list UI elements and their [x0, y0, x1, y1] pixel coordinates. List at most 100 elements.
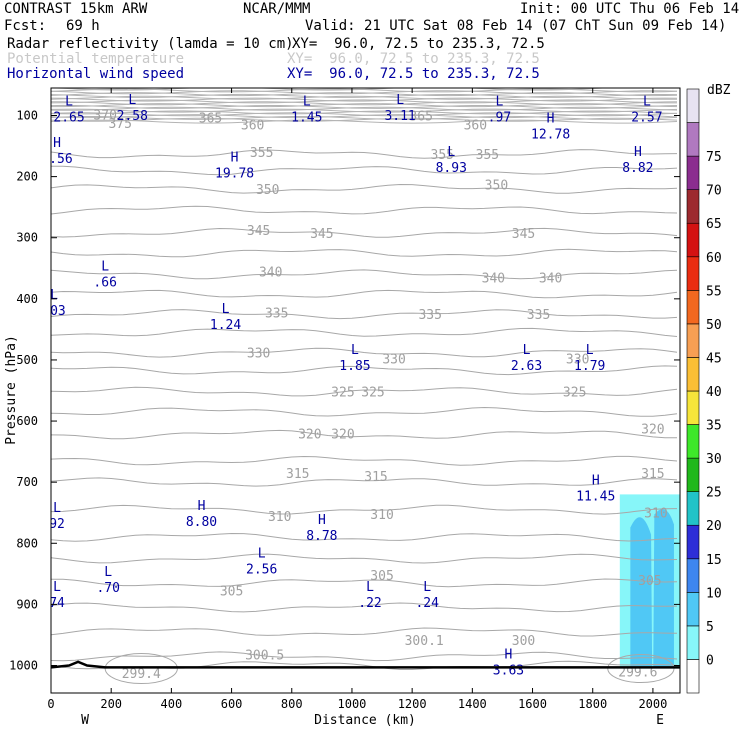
model-title: CONTRAST 15km ARW [4, 1, 148, 17]
wind-extremum-type: L [104, 565, 112, 580]
wind-extremum-value: 1.45 [291, 110, 322, 125]
y-axis-title: Pressure (hPa) [4, 335, 19, 445]
wind-extremum-value: 2.58 [117, 109, 148, 124]
colorbar-swatch [686, 256, 700, 291]
theta-contour [51, 289, 678, 299]
theta-contour [51, 99, 677, 104]
x-tick-label: 2000 [638, 697, 667, 711]
theta-contour [51, 104, 678, 109]
wind-extremum-value: 92 [49, 517, 65, 532]
reflectivity-10dbz-region [653, 509, 674, 669]
theta-contour [51, 365, 678, 376]
theta-label: 325 [563, 386, 586, 401]
theta-label: 350 [485, 179, 508, 194]
wind-extremum-type: L [351, 343, 359, 358]
theta-label: 355 [476, 148, 499, 163]
y-tick-label: 800 [16, 536, 38, 550]
forecast-label: Fcst: [4, 18, 47, 34]
wind-extremum-type: L [366, 580, 374, 595]
field-name-wind: Horizontal wind speed [7, 66, 185, 82]
theta-contour [51, 183, 678, 194]
wind-extremum-value: 1.79 [574, 359, 605, 374]
theta-contour [51, 578, 678, 588]
wind-extremum-value: 8.80 [186, 515, 217, 530]
wind-extremum-value: .66 [93, 275, 116, 290]
colorbar-level-label: 50 [706, 318, 722, 333]
colorbar-level-label: 65 [706, 217, 722, 232]
y-tick-label: 500 [16, 353, 38, 367]
theta-contour [51, 165, 678, 176]
wind-extremum-type: L [586, 343, 594, 358]
theta-contour [51, 627, 678, 637]
theta-label: 365 [199, 111, 222, 126]
y-tick-label: 900 [16, 597, 38, 611]
x-tick-label: 1600 [518, 697, 547, 711]
theta-label: 299.6 [618, 666, 657, 681]
colorbar-swatch [686, 323, 700, 358]
colorbar-swatch [686, 592, 700, 627]
theta-contour [51, 477, 678, 487]
theta-contour [51, 309, 678, 320]
colorbar-swatch [686, 424, 700, 459]
theta-label: 300.1 [405, 634, 444, 649]
colorbar-level-label: 75 [706, 150, 722, 165]
x-axis-title: Distance (km) [314, 713, 416, 728]
theta-contour [51, 103, 678, 108]
theta-label: 300 [512, 634, 535, 649]
wind-extremum-type: H [634, 145, 642, 160]
theta-contour [51, 88, 678, 93]
y-tick-label: 1000 [9, 659, 38, 673]
colorbar-swatch [686, 457, 700, 492]
theta-contour [51, 97, 678, 102]
theta-label: 325 [361, 386, 384, 401]
axes: 0 200 400 600 800 1000 1200 1400 1600 1800 2000 100… [9, 87, 681, 711]
colorbar-level-label: 45 [706, 351, 722, 366]
x-tick-label: 1000 [338, 697, 367, 711]
wind-extremum-type: L [423, 580, 431, 595]
theta-label: 325 [331, 386, 354, 401]
theta-contour [51, 93, 678, 98]
theta-label: 365 [409, 110, 432, 125]
theta-label: 335 [527, 308, 550, 323]
x-tick-label: 400 [161, 697, 183, 711]
wind-extremum-value: .03 [42, 304, 65, 319]
wind-extremum-value: .24 [415, 596, 439, 611]
valid-time: Valid: 21 UTC Sat 08 Feb 14 (07 ChT Sun … [305, 18, 727, 34]
theta-label: 335 [418, 308, 441, 323]
colorbar-level-label: 60 [706, 251, 722, 266]
y-tick-label: 700 [16, 475, 38, 489]
theta-label: 345 [512, 227, 535, 242]
y-tick-label: 300 [16, 231, 38, 245]
theta-contour [51, 106, 678, 111]
wind-extremum-type: L [128, 93, 136, 108]
theta-contour [51, 115, 678, 120]
colorbar-level-label: 40 [706, 385, 722, 400]
theta-label: 330 [566, 353, 589, 368]
colorbar-swatch [686, 659, 700, 694]
colorbar-level-label: 20 [706, 519, 722, 534]
theta-contour [51, 110, 678, 115]
wind-extremum-type: L [523, 343, 531, 358]
theta-label: 360 [464, 119, 487, 134]
theta-contour [51, 327, 678, 337]
theta-label: 360 [241, 119, 264, 134]
field-name-reflectivity: Radar reflectivity (lamda = 10 cm) [7, 36, 294, 52]
colorbar-swatch [686, 357, 700, 392]
theta-label: 315 [286, 467, 309, 482]
wind-extremum-type: L [50, 288, 58, 303]
theta-contour [51, 227, 678, 238]
theta-label: 350 [256, 183, 279, 198]
wind-extremum-value: .97 [488, 110, 511, 125]
wind-extremum-value: 11.45 [576, 489, 615, 504]
theta-label: 315 [641, 467, 664, 482]
wind-extremum-value: 2.57 [631, 110, 662, 125]
wind-extremum-value: 1.85 [339, 359, 370, 374]
wind-extremum-type: H [505, 647, 513, 662]
wind-extremum-type: H [53, 136, 61, 151]
colorbar-swatch [686, 625, 700, 660]
wind-extremum-type: L [101, 259, 109, 274]
x-axis-end-label: E [656, 713, 664, 728]
wind-extremum-value: 19.78 [215, 167, 254, 182]
theta-contour [51, 114, 678, 119]
